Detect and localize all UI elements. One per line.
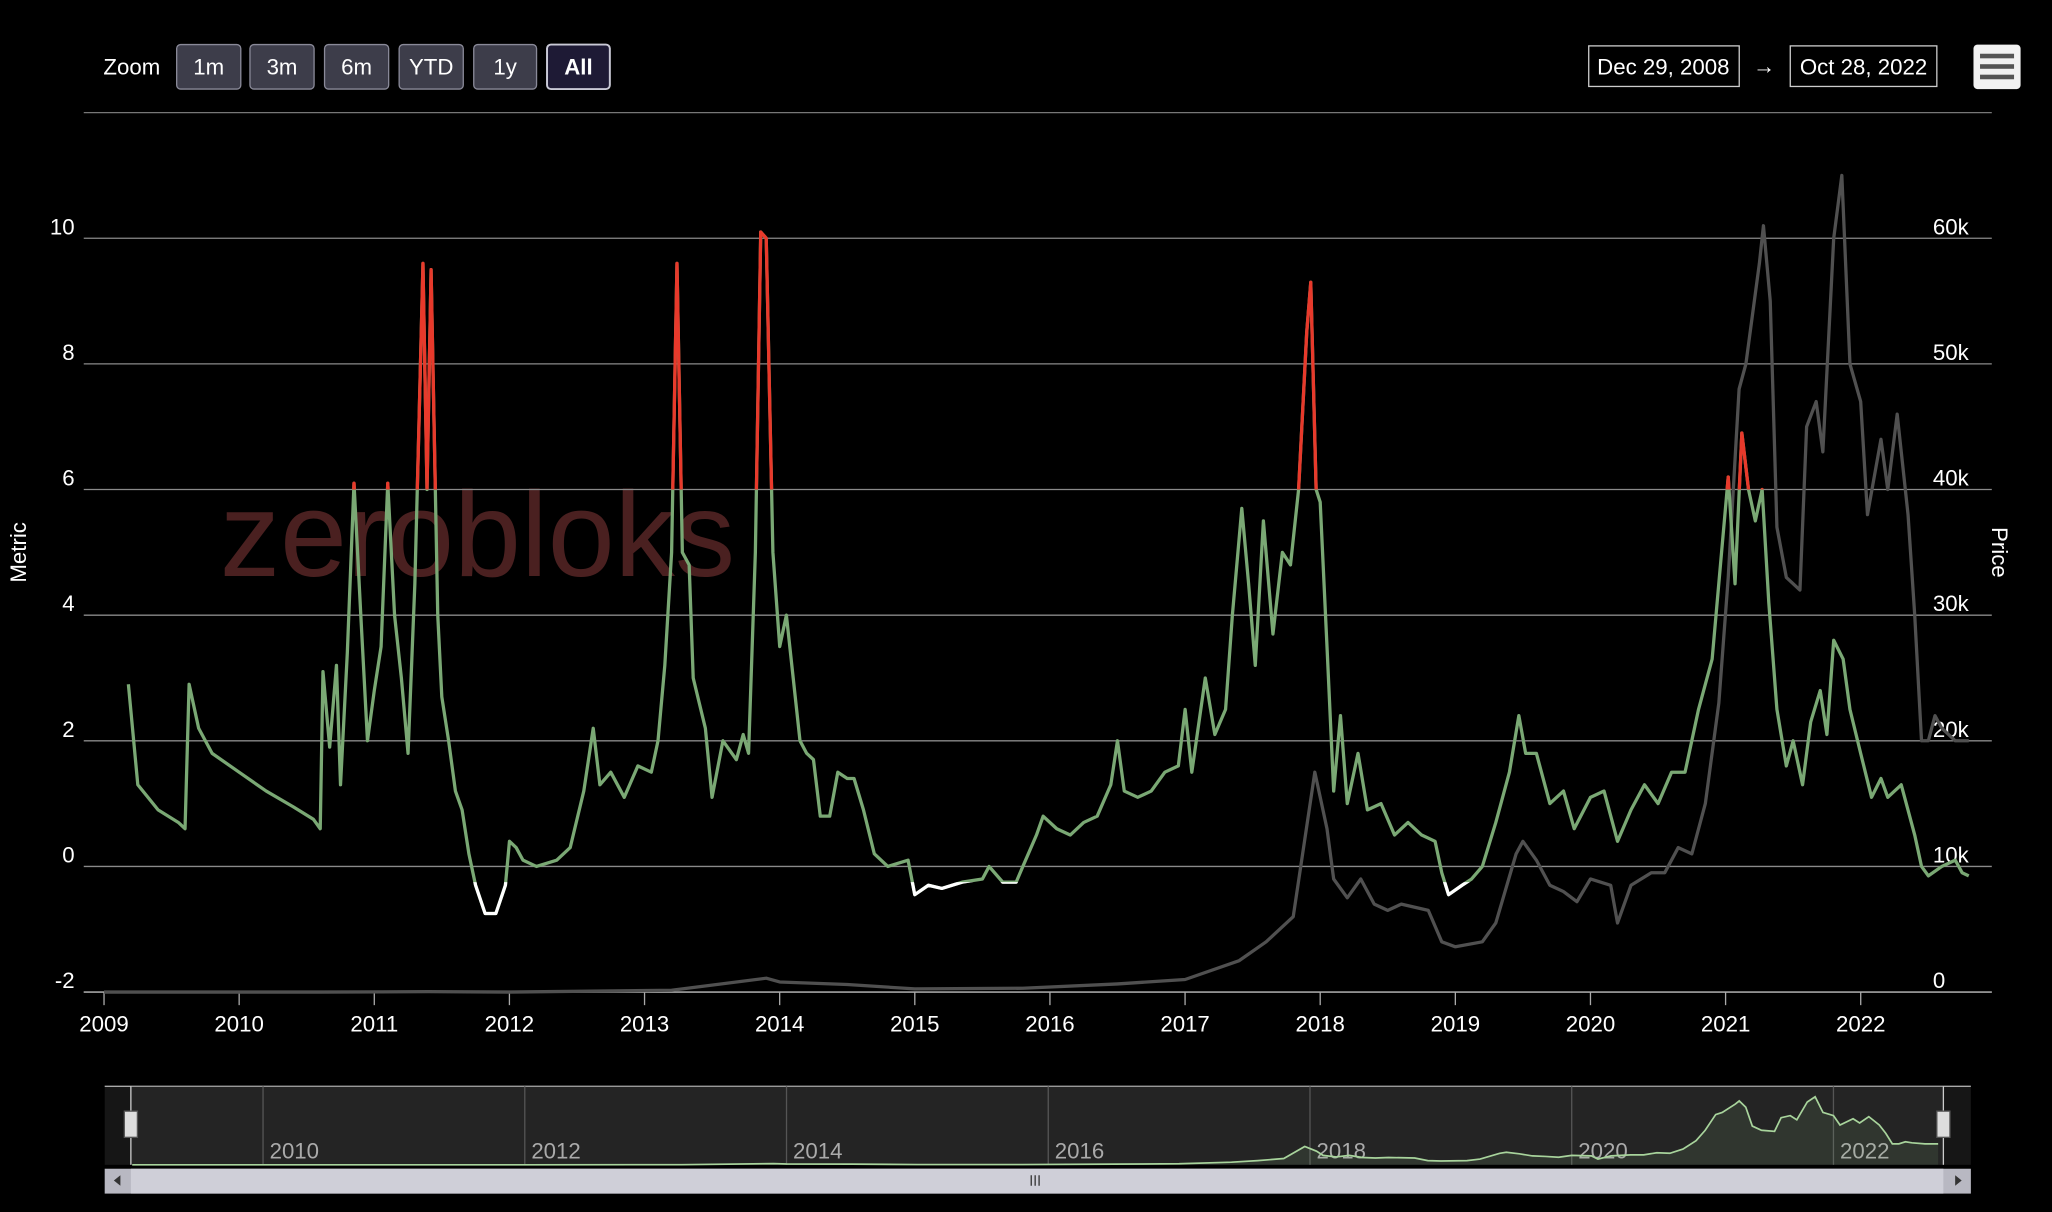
menu-button[interactable]: [1973, 44, 2021, 90]
navigator-line: [132, 1095, 1939, 1166]
watermark: zerobloks: [220, 467, 735, 602]
y-tick-label: 0: [62, 843, 74, 868]
zoom-button[interactable]: [323, 43, 390, 90]
zoom-button-label[interactable]: 1y: [493, 55, 517, 80]
y-tick-label: -2: [55, 968, 75, 993]
x-tick-label: 2014: [755, 1011, 804, 1036]
y2-tick-label: 30k: [1933, 591, 1970, 616]
zoom-button[interactable]: [473, 43, 538, 90]
zoom-button[interactable]: [546, 43, 611, 91]
zoom-button-label[interactable]: All: [564, 55, 592, 80]
x-tick-label: 2015: [890, 1011, 939, 1036]
x-tick-label: 2009: [79, 1011, 128, 1036]
to-date-box[interactable]: [1789, 45, 1938, 88]
x-tick-label: 2018: [1295, 1011, 1344, 1036]
range-separator: →: [1753, 53, 1775, 78]
navigator-handle[interactable]: [123, 1110, 139, 1138]
zoom-buttons: 1m 3m 6m YTD 1y All: [176, 43, 611, 91]
y2-tick-label: 0: [1933, 968, 1945, 993]
x-tick-label: 2016: [1025, 1011, 1074, 1036]
navigator-bg: [104, 1086, 1971, 1165]
y2-tick-label: 50k: [1933, 340, 1970, 365]
zoom-button-label[interactable]: 1m: [193, 55, 224, 80]
y-tick-label: 2: [62, 717, 74, 742]
navigator-tick-label: 2018: [1317, 1138, 1366, 1163]
navigator-area: [132, 1096, 1939, 1165]
y-tick-label: 4: [62, 591, 74, 616]
y-tick-label: 6: [62, 466, 74, 491]
y-tick-label: 8: [62, 340, 74, 365]
zoom-button-label[interactable]: YTD: [409, 55, 453, 80]
zoom-button-label[interactable]: 3m: [267, 55, 298, 80]
navigator-tick-label: 2010: [270, 1138, 319, 1163]
menu-bar: [1980, 64, 2015, 69]
scroll-right-arrow[interactable]: [1955, 1175, 1962, 1186]
x-tick-label: 2021: [1701, 1011, 1750, 1036]
zoom-label: Zoom: [103, 55, 160, 80]
navigator[interactable]: [104, 1085, 1971, 1194]
navigator-tick-label: 2016: [1055, 1138, 1104, 1163]
x-tick-label: 2011: [350, 1011, 398, 1036]
series-line: [104, 173, 1969, 994]
from-date-box[interactable]: [1588, 45, 1740, 88]
x-tick-label: 2012: [485, 1011, 534, 1036]
navigator-tick-label: 2022: [1840, 1138, 1889, 1163]
navigator-handle[interactable]: [1936, 1110, 1951, 1138]
y2-axis-title: Price: [1987, 527, 2012, 578]
zoom-button-label[interactable]: 6m: [341, 55, 372, 80]
series-line: [126, 230, 1970, 916]
navigator-tick-label: 2012: [531, 1138, 580, 1163]
zoom-button[interactable]: [398, 43, 464, 90]
menu-bar: [1980, 53, 2015, 59]
x-tick-label: 2019: [1431, 1011, 1480, 1036]
x-tick-label: 2017: [1160, 1011, 1209, 1036]
navigator-tick-label: 2020: [1578, 1138, 1627, 1163]
scrollbar-thumb[interactable]: [130, 1168, 1944, 1194]
y-tick-label: 10: [50, 214, 75, 239]
zoom-button[interactable]: [249, 43, 315, 90]
from-date[interactable]: Dec 29, 2008: [1597, 55, 1729, 80]
y2-tick-label: 40k: [1933, 466, 1970, 491]
x-tick-label: 2013: [620, 1011, 669, 1036]
x-tick-label: 2022: [1836, 1011, 1885, 1036]
scroll-left-arrow[interactable]: [113, 1175, 121, 1186]
y-axis-title: Metric: [6, 522, 31, 583]
navigator-tick-label: 2014: [793, 1138, 842, 1163]
x-tick-label: 2020: [1566, 1011, 1615, 1036]
menu-bar: [1980, 74, 2015, 80]
zoom-button[interactable]: [176, 43, 242, 90]
navigator-mask: [130, 1086, 1944, 1165]
scroll-grip: [1030, 1175, 1040, 1186]
x-tick-label: 2010: [214, 1011, 263, 1036]
y2-tick-label: 60k: [1933, 214, 1970, 239]
to-date[interactable]: Oct 28, 2022: [1800, 55, 1927, 80]
